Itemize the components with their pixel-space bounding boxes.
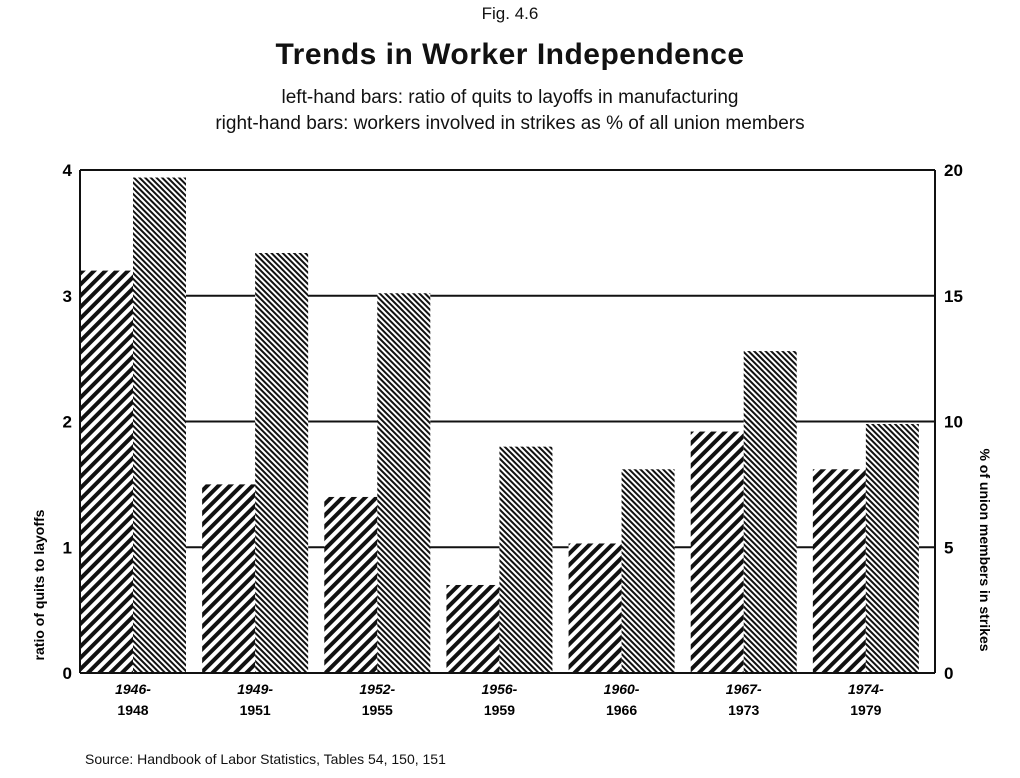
y-tick-label-right: 20 [944, 161, 963, 180]
x-tick-label-end: 1966 [606, 702, 637, 718]
x-tick-label-end: 1973 [728, 702, 759, 718]
bar-strike-percent [133, 177, 186, 674]
y-tick-label-right: 0 [944, 664, 953, 683]
y-tick-label-left: 3 [63, 287, 72, 306]
chart-subtitle-left-bars: left-hand bars: ratio of quits to layoff… [281, 87, 739, 108]
x-tick-label-start: 1956- [482, 681, 518, 697]
bar-quits-layoffs-ratio [324, 496, 378, 673]
bar-strike-percent [743, 351, 797, 673]
x-tick-label-end: 1959 [484, 702, 515, 718]
bar-quits-layoffs-ratio [80, 270, 133, 673]
chart-title: Trends in Worker Independence [275, 38, 745, 71]
bar-strike-percent [377, 293, 431, 673]
x-tick-label-start: 1967- [726, 681, 762, 697]
figure-number: Fig. 4.6 [481, 4, 539, 23]
y-axis-label-left: ratio of quits to layoffs [31, 509, 47, 660]
axes [79, 169, 936, 674]
y-tick-label-left: 4 [63, 161, 73, 180]
y-tick-label-right: 10 [944, 413, 963, 432]
x-tick-label-end: 1955 [362, 702, 393, 718]
bar-quits-layoffs-ratio [446, 584, 500, 673]
bar-strike-percent [865, 424, 919, 673]
bar-quits-layoffs-ratio [812, 469, 866, 673]
bar-strike-percent [621, 469, 675, 673]
tick-labels: 1946- 1948 1949- 1951 1952- 1955 1956- 1959 1960… [63, 161, 963, 718]
chart-subtitle-right-bars: right-hand bars: workers involved in str… [215, 113, 805, 134]
bar-quits-layoffs-ratio [568, 543, 622, 673]
x-tick-label-start: 1952- [359, 681, 395, 697]
y-tick-label-right: 15 [944, 287, 963, 306]
y-tick-label-left: 1 [63, 538, 72, 557]
bar-quits-layoffs-ratio [690, 431, 744, 673]
y-tick-label-right: 5 [944, 538, 953, 557]
bars [80, 177, 919, 674]
bar-strike-percent [255, 252, 309, 673]
x-tick-label-start: 1949- [237, 681, 273, 697]
y-tick-label-left: 2 [63, 413, 72, 432]
x-tick-label-start: 1946- [115, 681, 151, 697]
bar-quits-layoffs-ratio [202, 484, 256, 673]
x-tick-label-end: 1948 [117, 702, 148, 718]
y-tick-label-left: 0 [63, 664, 72, 683]
x-tick-label-end: 1979 [850, 702, 881, 718]
source-note: Source: Handbook of Labor Statistics, Ta… [85, 751, 446, 767]
y-axis-label-right: % of union members in strikes [977, 448, 993, 651]
x-tick-label-start: 1974- [848, 681, 884, 697]
bar-strike-percent [499, 446, 553, 673]
x-tick-label-end: 1951 [240, 702, 271, 718]
x-tick-label-start: 1960- [604, 681, 640, 697]
